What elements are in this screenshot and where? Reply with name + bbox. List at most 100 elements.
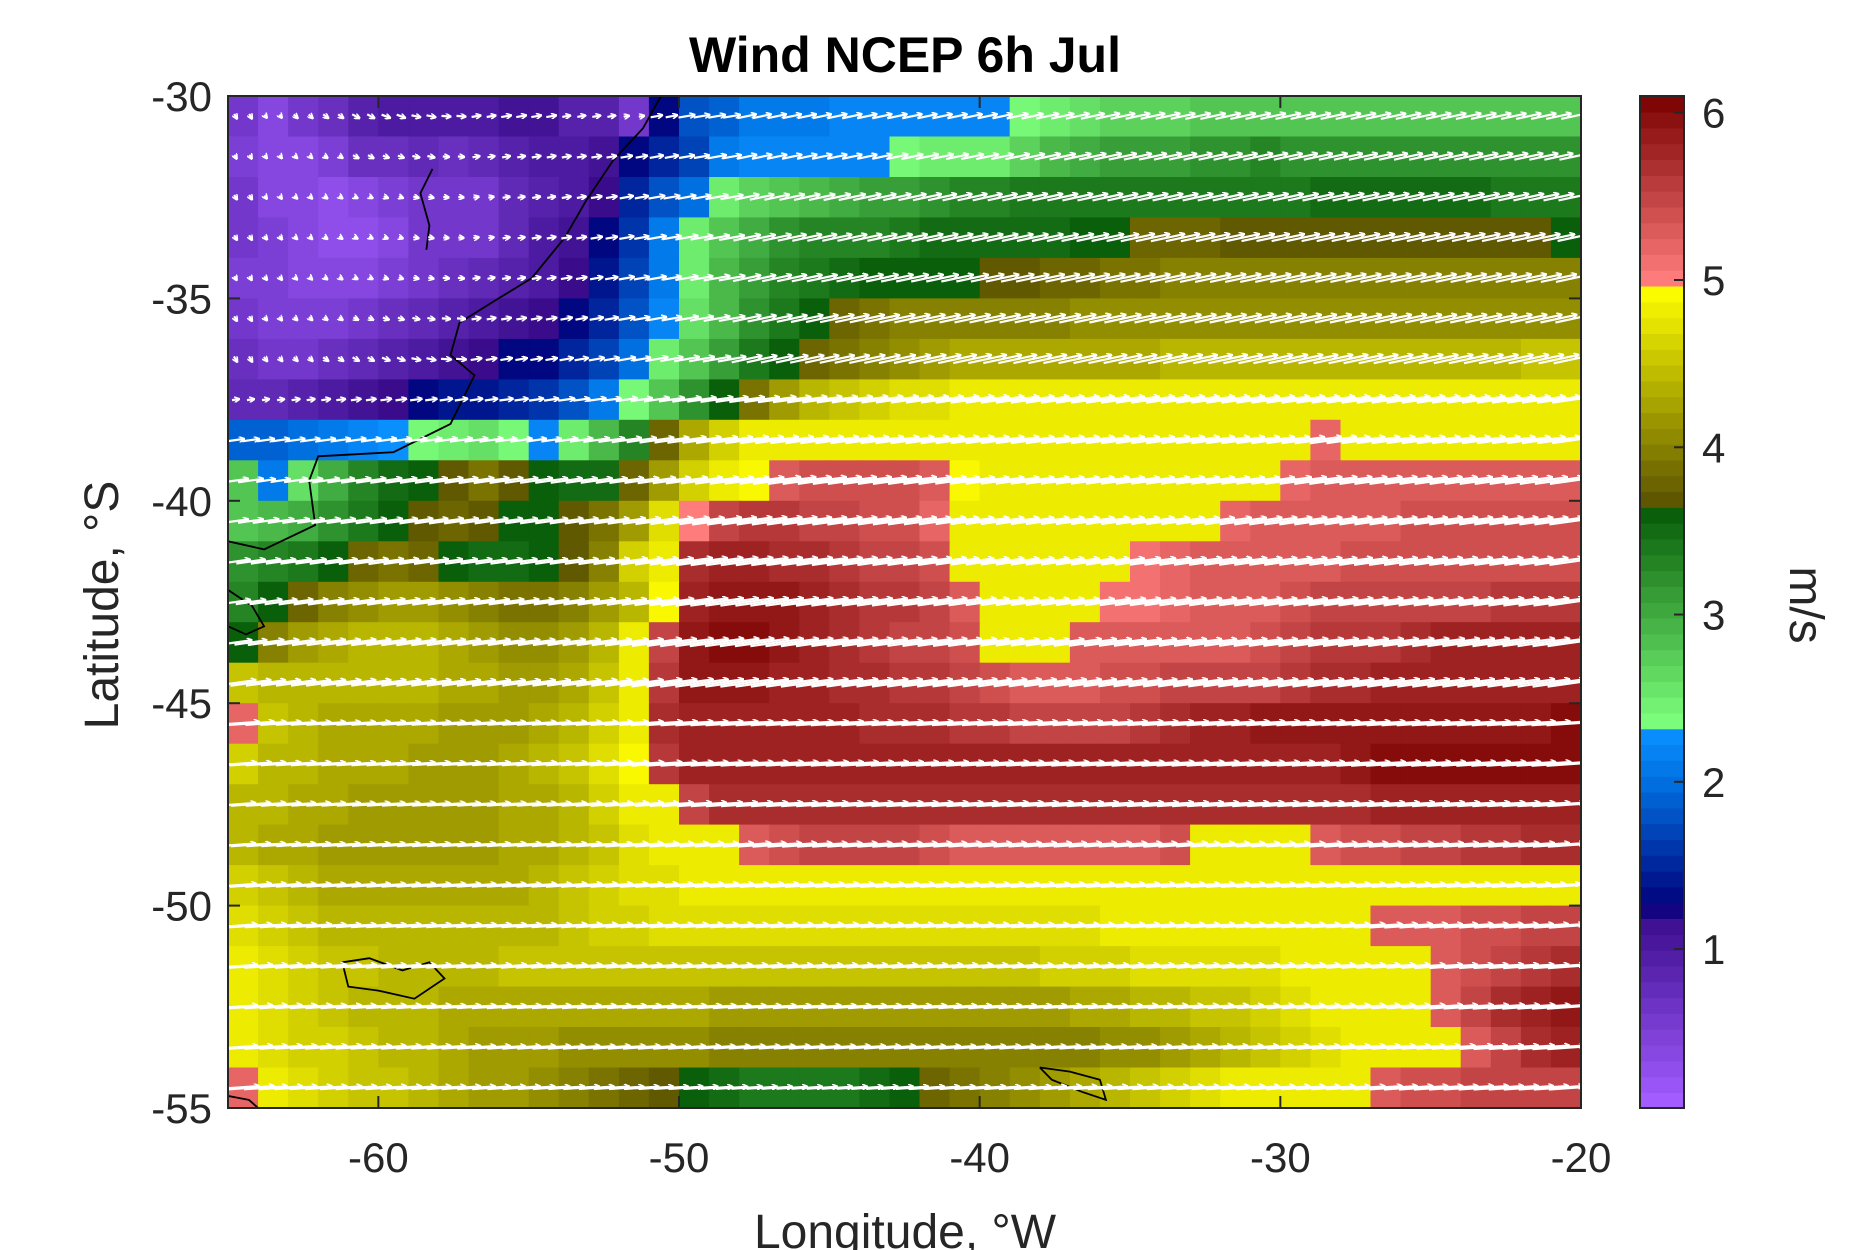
wind-arrow [442,278,449,279]
speed-cell [348,338,379,380]
speed-cell [318,298,349,340]
colorbar-segment [1640,364,1684,382]
speed-cell [408,217,440,259]
wind-arrow [441,318,450,319]
speed-cell [228,217,259,259]
colorbar-segment [1640,617,1684,635]
wind-arrow [457,278,464,279]
colorbar-segment [1640,823,1684,840]
x-tick-label: -60 [348,1134,409,1181]
wind-arrow [502,237,510,238]
wind-arrow [487,156,495,157]
wind-arrow [486,116,496,118]
colorbar-segment [1640,949,1684,967]
colorbar-tick-label: 4 [1702,424,1725,471]
wind-arrow [501,278,510,279]
wind-arrow [577,116,585,117]
speed-cell [288,217,319,259]
colorbar-segment [1640,554,1684,572]
speed-cell [348,298,379,340]
colorbar-segment [1640,570,1684,587]
wind-arrow [456,116,466,117]
colorbar-segment [1640,981,1684,999]
colorbar-segment [1640,807,1684,825]
colorbar-segment [1640,744,1684,761]
speed-cell [438,217,470,259]
y-tick-label: -55 [151,1085,212,1132]
wind-arrow [473,197,478,198]
x-axis-label: Longitude, °W [754,1206,1057,1250]
speed-cell [228,338,259,380]
colorbar: 1 2 3 4 5 6 [1639,90,1725,1109]
wind-arrow [428,278,433,279]
colorbar-segment [1640,839,1684,856]
wind-arrow [471,318,481,320]
colorbar-segment [1640,760,1684,777]
wind-arrow [399,237,403,238]
colorbar-segment [1640,143,1684,160]
colorbar-segment [1640,428,1684,445]
colorbar-segment [1640,301,1684,319]
speed-cell [408,257,440,299]
wind-arrow [231,399,239,400]
wind-arrow [501,156,510,157]
speed-cell [228,257,259,299]
chart-title: Wind NCEP 6h Jul [689,27,1121,83]
colorbar-segment [1640,380,1684,398]
wind-arrow [413,278,418,279]
colorbar-segment [1640,696,1684,714]
colorbar-segment [1640,775,1684,793]
wind-arrow [562,116,570,117]
wind-arrow [502,197,510,198]
speed-cell [258,257,289,299]
wind-arrow [365,399,376,400]
speed-cell [258,96,289,138]
speed-cell [438,177,470,219]
speed-cell [288,257,319,299]
colorbar-segment [1640,317,1684,334]
wind-arrow [413,237,418,238]
colorbar-segment [1640,728,1684,746]
wind-arrow [486,318,496,320]
colorbar-segment [1640,791,1684,809]
wind-arrow [517,237,525,238]
speed-cell [228,136,259,178]
y-tick-label: -40 [151,478,212,525]
wind-arrow [546,277,556,279]
colorbar-segment [1640,602,1684,619]
colorbar-segment [1640,886,1684,904]
colorbar-segment [1640,538,1684,556]
colorbar-segment [1640,522,1684,540]
wind-arrow [517,197,525,198]
speed-cell [288,298,319,340]
colorbar-segment [1640,1060,1684,1078]
speed-cell [408,177,440,219]
colorbar-segment [1640,1028,1684,1046]
x-tick-label: -40 [949,1134,1010,1181]
speed-cell [228,96,259,138]
wind-arrow [456,359,466,360]
speed-cell [318,96,349,138]
speed-cell [228,298,259,340]
colorbar-segment [1640,254,1684,271]
colorbar-segment [1640,491,1684,508]
wind-arrow [261,399,269,400]
speed-cell [288,177,319,219]
speed-cell [348,136,379,178]
y-tick-label: -45 [151,680,212,727]
colorbar-tick-label: 1 [1702,926,1725,973]
speed-cell [288,338,319,380]
colorbar-segment [1640,649,1684,666]
x-tick-label: -20 [1551,1134,1612,1181]
speed-cell [468,217,500,259]
wind-arrow [291,399,300,400]
wind-arrow [440,359,451,360]
colorbar-segment [1640,665,1684,682]
colorbar-tick-label: 6 [1702,90,1725,137]
wind-arrow [517,156,525,157]
wind-arrow [384,237,388,238]
wind-arrow [488,237,493,238]
wind-arrow [473,237,478,238]
colorbar-segment [1640,712,1684,730]
